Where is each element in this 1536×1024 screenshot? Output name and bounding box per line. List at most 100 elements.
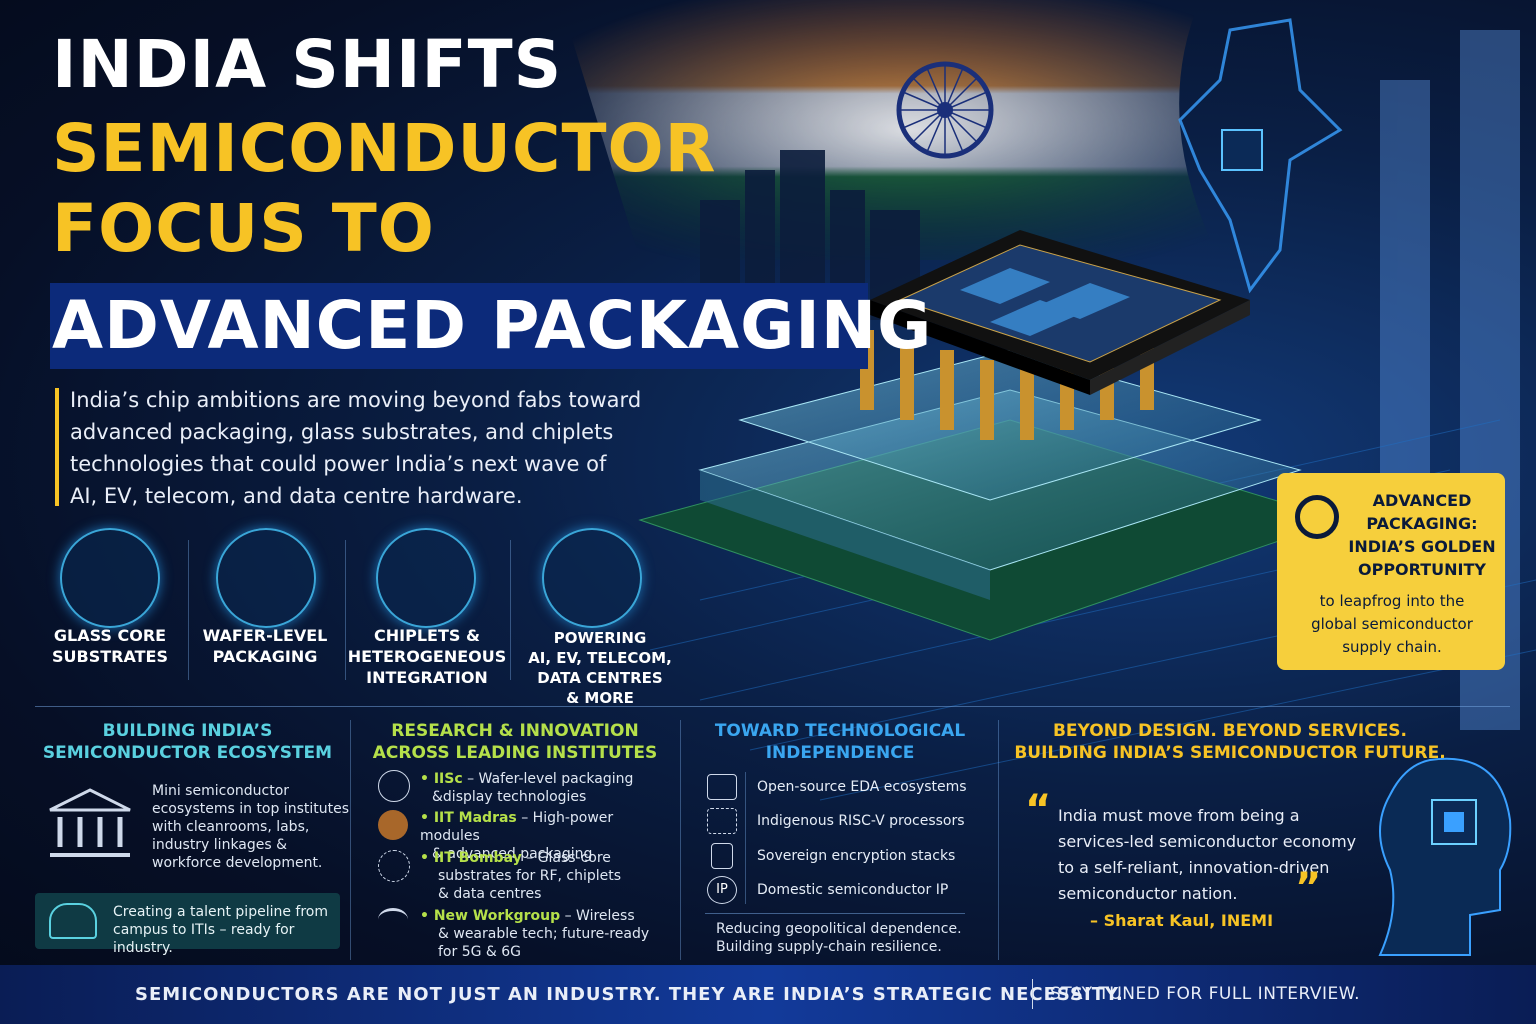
section-body: Mini semiconductor ecosystems in top inst… [152, 782, 349, 872]
label-line: DATA CENTRES [537, 669, 663, 687]
label-line: GLASS CORE [53, 626, 167, 645]
divider [745, 772, 746, 904]
divider [998, 720, 999, 960]
head-illustration [1378, 757, 1512, 956]
research-item: IIT Madras – High-power modules & advance… [420, 809, 675, 863]
item-text: & advanced packaging [432, 846, 593, 862]
label-line: & MORE [566, 689, 634, 707]
item-text: – Wafer-level packaging [467, 771, 634, 787]
quote-line: semiconductor nation. [1058, 884, 1238, 903]
independence-item: Sovereign encryption stacks [757, 848, 956, 864]
headline-line: INDIA SHIFTS [52, 26, 563, 103]
intro: India’s chip ambitions are moving beyond… [70, 384, 641, 512]
feature-label: CHIPLETS & HETEROGENEOUS INTEGRATION [342, 625, 512, 688]
institute: IIT Bombay [420, 850, 522, 866]
monitor-icon [707, 774, 737, 800]
label-line: POWERING [553, 629, 647, 647]
institute: IIT Madras [420, 810, 517, 826]
title-line: BUILDING INDIA’S SEMICONDUCTOR FUTURE. [1014, 743, 1446, 763]
institute-icon [49, 788, 131, 857]
label-line: PACKAGING [212, 647, 318, 666]
divider [35, 706, 1510, 707]
target-icon [1295, 495, 1339, 539]
label-line: SUBSTRATES [52, 647, 168, 666]
text-line: Creating a talent pipeline from [113, 904, 328, 920]
headline-line: SEMICONDUCTOR [52, 110, 717, 187]
quote-line: services-led semiconductor economy [1058, 832, 1357, 851]
label-line: CHIPLETS & [374, 626, 480, 645]
item-text: – Wireless [564, 908, 635, 924]
item-text: for 5G & 6G [438, 944, 522, 960]
institute: IISc [420, 771, 463, 787]
body-line: Mini semiconductor [152, 783, 290, 799]
title-line: INDIA’S GOLDEN [1348, 537, 1496, 556]
item-text: – Glass-core [526, 850, 611, 866]
quote-line: India must move from being a [1058, 806, 1300, 825]
divider [188, 540, 189, 680]
feature-label: POWERING AI, EV, TELECOM, DATA CENTRES & MO… [515, 628, 685, 708]
institute-logo [378, 770, 410, 802]
divider [345, 540, 346, 680]
intro-line: technologies that could power India’s ne… [70, 452, 607, 476]
banner-cta: STAY TUNED FOR FULL INTERVIEW. [1050, 984, 1361, 1004]
body-line: global semiconductor [1311, 615, 1473, 633]
body-line: ecosystems in top institutes [152, 801, 350, 817]
feature-icon [376, 528, 476, 628]
ip-icon: IP [707, 876, 737, 904]
body-line: supply chain. [1342, 638, 1442, 656]
institute-logo [378, 810, 408, 840]
body-line: with cleanrooms, labs, [152, 819, 310, 835]
title-line: ADVANCED [1372, 491, 1472, 510]
label-line: WAFER-LEVEL [202, 626, 328, 645]
independence-footer: Reducing geopolitical dependence. Buildin… [716, 920, 962, 956]
talent-box: Creating a talent pipeline from campus to… [35, 893, 340, 956]
body-line: workforce development. [152, 855, 323, 871]
lock-icon [711, 843, 733, 869]
body-line: to leapfrog into the [1319, 592, 1465, 610]
footer-line: Reducing geopolitical dependence. [716, 921, 962, 937]
research-item: New Workgroup – Wireless & wearable tech;… [420, 907, 675, 961]
people-icon [49, 903, 97, 939]
institute-logo [378, 850, 410, 882]
title-line: INDEPENDENCE [765, 743, 915, 763]
headline-band [50, 283, 868, 369]
item-text: substrates for RF, chiplets [438, 868, 622, 884]
intro-line: India’s chip ambitions are moving beyond… [70, 388, 642, 412]
headline-line: FOCUS TO [52, 190, 435, 267]
divider [705, 913, 965, 914]
independence-item: Indigenous RISC-V processors [757, 813, 965, 829]
feature-icon [542, 528, 642, 628]
item-text: & wearable tech; future-ready [438, 926, 650, 942]
title-line: BUILDING INDIA’S [102, 721, 273, 741]
item-text: &display technologies [432, 789, 587, 805]
quote-mark: ” [1295, 865, 1322, 911]
title-line: RESEARCH & INNOVATION [391, 721, 639, 741]
wifi-icon [378, 908, 408, 931]
feature-label: WAFER-LEVEL PACKAGING [180, 625, 350, 667]
divider [1032, 979, 1033, 1009]
quote-mark: “ [1025, 787, 1052, 833]
research-item: IIT Bombay – Glass-core substrates for RF… [420, 849, 675, 903]
research-item: IISc – Wafer-level packaging&display tec… [420, 770, 675, 806]
title-line: OPPORTUNITY [1357, 560, 1486, 579]
divider [350, 720, 351, 960]
title-line: BEYOND DESIGN. BEYOND SERVICES. [1052, 721, 1408, 741]
quote-line: to a self-reliant, innovation-driven [1058, 858, 1330, 877]
section-title: RESEARCH & INNOVATION ACROSS LEADING INST… [360, 720, 670, 764]
accent-bar [55, 388, 59, 506]
section-title: TOWARD TECHNOLOGICAL INDEPENDENCE [695, 720, 985, 764]
institute: New Workgroup [420, 908, 560, 924]
callout-title: ADVANCED PACKAGING: INDIA’S GOLDEN OPPORTUN… [1347, 489, 1497, 581]
label-line: INTEGRATION [366, 668, 488, 687]
title-line: SEMICONDUCTOR ECOSYSTEM [42, 743, 333, 763]
talent-text: Creating a talent pipeline from campus to… [113, 903, 340, 957]
section-title: BEYOND DESIGN. BEYOND SERVICES. BUILDING … [1010, 720, 1450, 764]
feature-icon [216, 528, 316, 628]
title-line: ACROSS LEADING INSTITUTES [372, 743, 658, 763]
feature-icon [60, 528, 160, 628]
callout-body: to leapfrog into the global semiconductor… [1287, 590, 1497, 659]
banner-statement: SEMICONDUCTORS ARE NOT JUST AN INDUSTRY.… [135, 984, 1124, 1005]
label-line: HETEROGENEOUS [347, 647, 507, 666]
